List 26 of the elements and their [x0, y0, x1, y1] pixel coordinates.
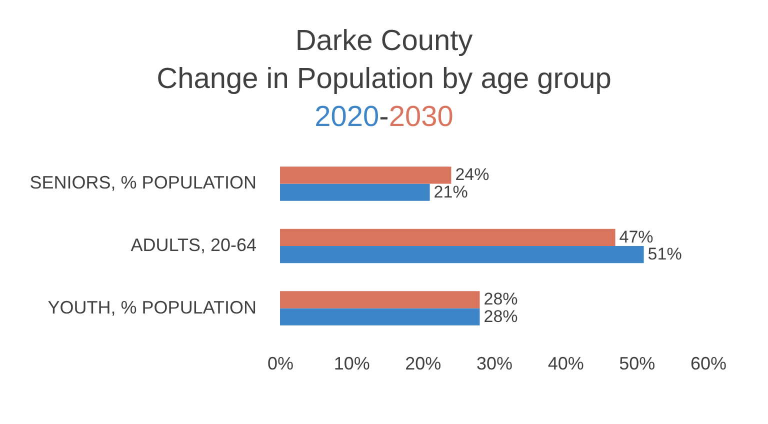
y-tick-label: ADULTS, 20-64: [130, 235, 256, 255]
series-label: 2020: [314, 101, 380, 133]
series-label: 2030: [388, 101, 454, 133]
data-label: 21%: [434, 182, 468, 202]
data-label: 51%: [648, 244, 682, 264]
bar: [280, 291, 480, 308]
y-tick-label: YOUTH, % POPULATION: [48, 297, 256, 318]
text: -: [379, 101, 389, 133]
bar: [280, 228, 616, 246]
y-tick-label: SENIORS, % POPULATION: [30, 172, 256, 193]
bar: [280, 184, 430, 201]
data-label: 24%: [455, 165, 490, 184]
x-tick-label: 0%: [267, 354, 294, 374]
data-label: 28%: [484, 306, 518, 326]
bar: [280, 166, 452, 184]
chart-title: Darke County Change in Population by age group: [156, 24, 612, 97]
x-tick-label: 40%: [548, 354, 584, 374]
bar: [280, 308, 480, 326]
data-label: 47%: [619, 227, 654, 246]
x-tick-label: 20%: [405, 354, 442, 374]
x-tick-label: 10%: [334, 354, 370, 374]
x-tick-label: 50%: [619, 354, 656, 374]
bar: [280, 246, 644, 264]
x-tick-label: 60%: [690, 354, 727, 374]
x-tick-label: 30%: [476, 354, 513, 374]
data-label: 28%: [484, 290, 518, 309]
